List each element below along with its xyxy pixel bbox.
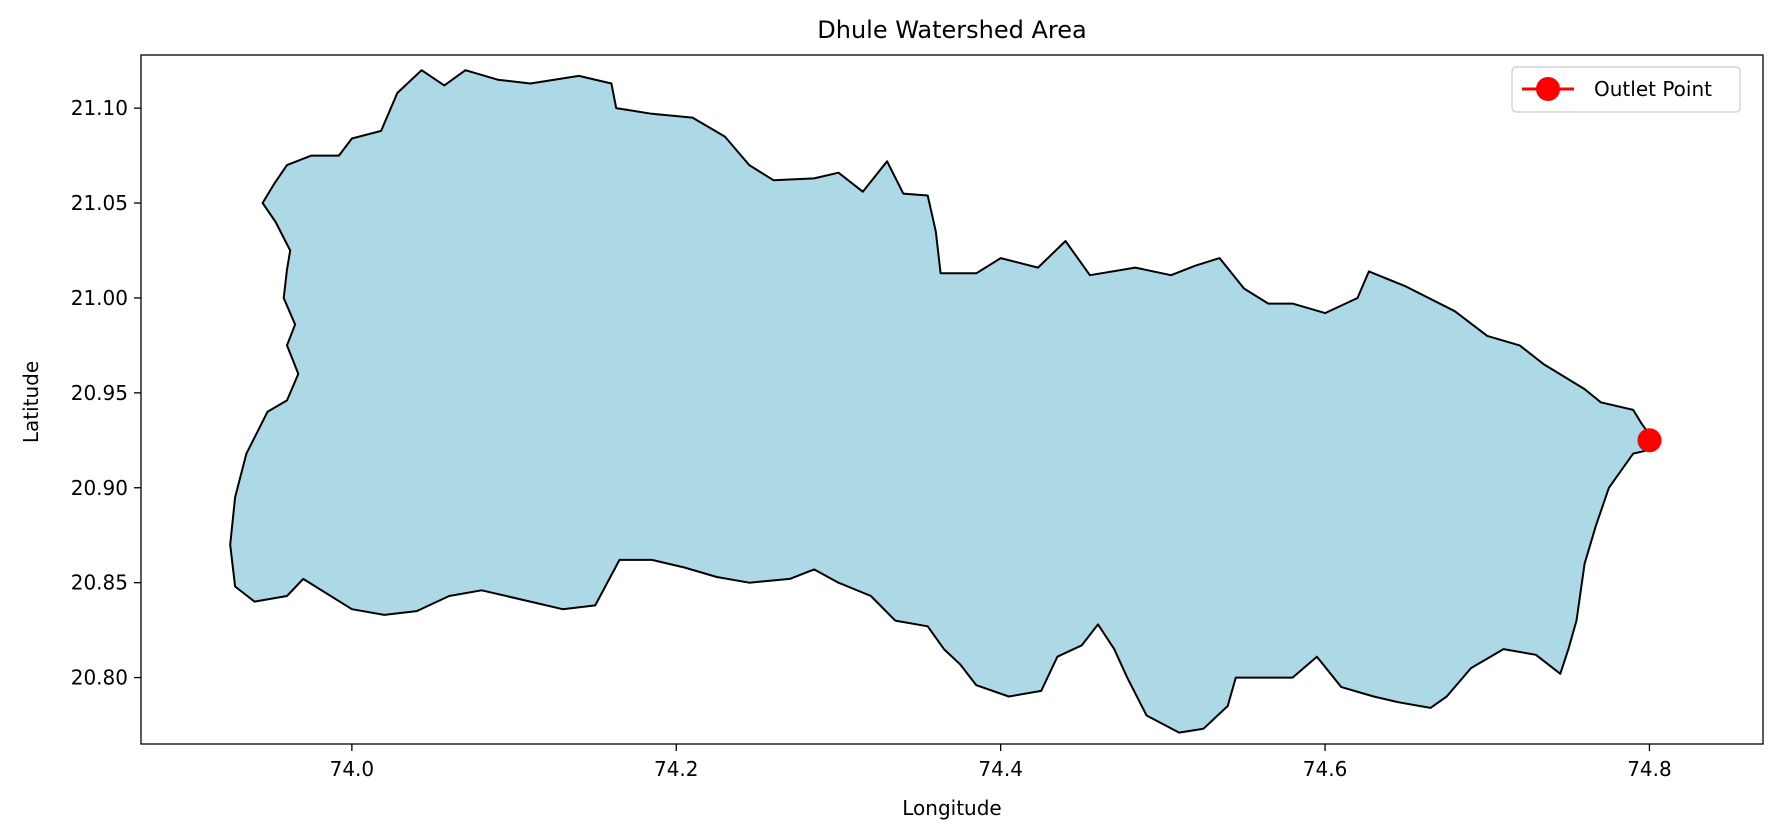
y-tick-label: 21.05 [71,191,128,215]
plot-frame [140,54,1764,745]
legend-label-outlet: Outlet Point [1594,77,1712,101]
x-tick-label: 74.6 [1303,757,1348,781]
x-tick-label: 74.4 [978,757,1023,781]
x-axis-label: Longitude [902,796,1001,820]
y-tick-label: 21.00 [71,286,128,310]
y-tick-label: 20.95 [71,381,128,405]
chart-title: Dhule Watershed Area [817,16,1086,44]
outlet-point-marker [1637,428,1662,453]
legend: Outlet Point [1511,66,1741,113]
y-axis-label: Latitude [19,361,43,443]
x-tick-label: 74.0 [330,757,375,781]
watershed-polygon [229,69,1651,734]
x-tick-label: 74.8 [1627,757,1672,781]
y-axis-ticks: 20.80 20.85 20.90 20.95 21.00 21.05 21.10 [71,96,141,690]
y-tick-label: 20.85 [71,571,128,595]
x-tick-label: 74.2 [654,757,699,781]
legend-box [1511,66,1741,113]
y-tick-label: 21.10 [71,96,128,120]
y-tick-label: 20.80 [71,666,128,690]
y-tick-label: 20.90 [71,476,128,500]
watershed-layer [229,69,1651,734]
outlet-layer [1637,428,1662,453]
legend-marker-outlet [1536,77,1560,101]
x-axis-ticks: 74.0 74.2 74.4 74.6 74.8 [330,744,1672,781]
